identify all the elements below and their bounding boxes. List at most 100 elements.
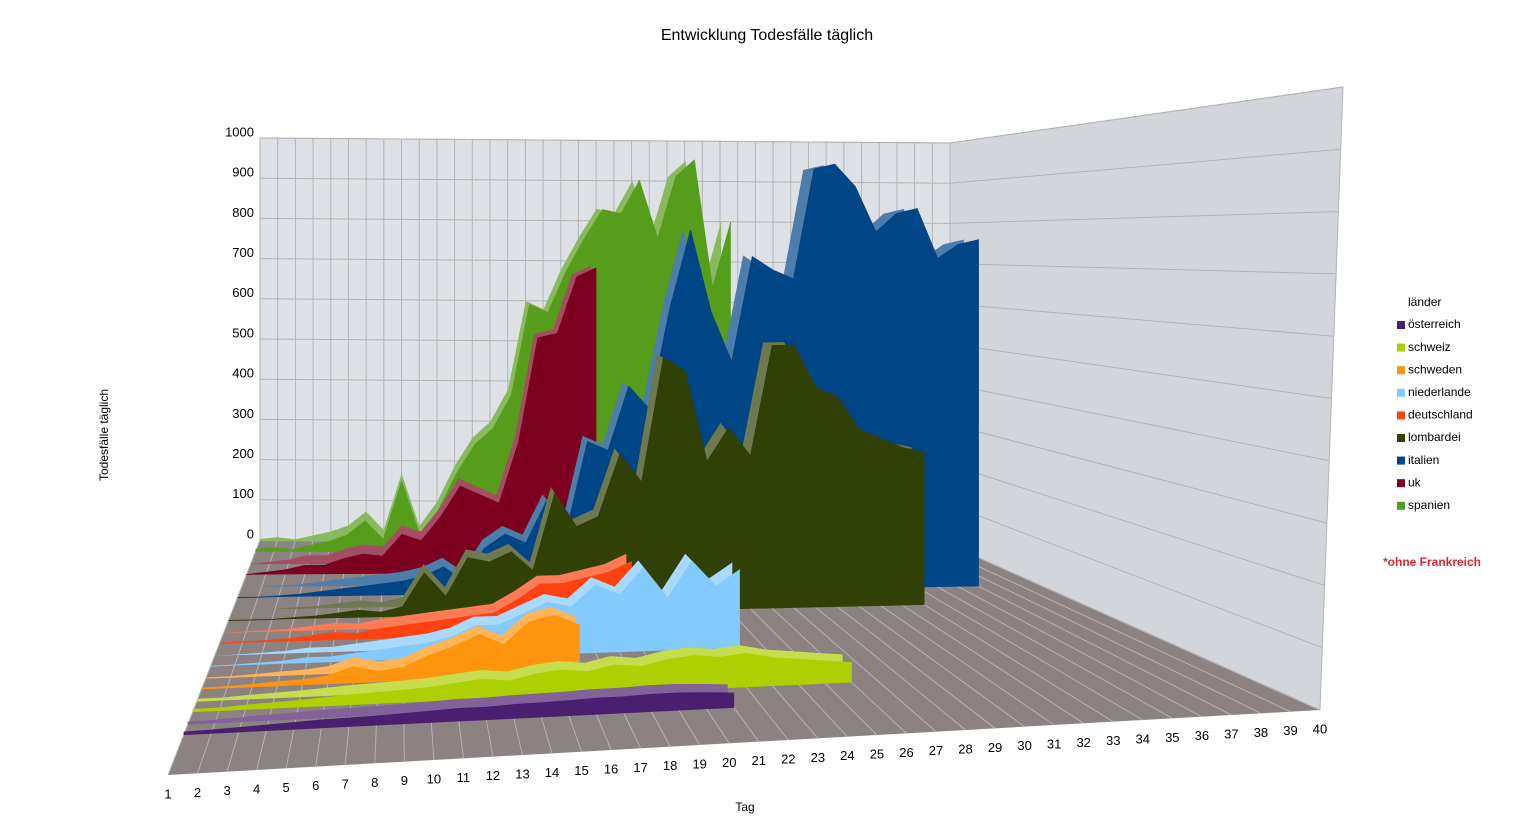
floor-line [285, 540, 332, 769]
legend-swatch [1397, 479, 1405, 488]
y-tick-label: 600 [232, 285, 254, 300]
area-line [201, 614, 580, 689]
grid-line [949, 383, 1330, 462]
area-face [246, 267, 597, 575]
legend-label: spanien [1408, 498, 1450, 512]
floor-line [932, 544, 1291, 713]
x-tick-label: 40 [1313, 721, 1327, 736]
x-tick-label: 25 [870, 746, 884, 761]
area-line [228, 344, 925, 621]
grid-line [949, 504, 1323, 649]
grid-line [259, 137, 951, 144]
y-tick-label: 1000 [225, 124, 254, 139]
area-line [192, 652, 852, 710]
x-tick-label: 6 [312, 778, 319, 793]
x-tick-label: 12 [486, 768, 500, 783]
grid-line [949, 464, 1325, 586]
legend-title: länder [1408, 295, 1441, 309]
x-tick-label: 13 [515, 766, 529, 781]
area-line [255, 159, 732, 551]
grid-line [949, 263, 1337, 275]
x-tick-label: 10 [427, 771, 441, 786]
x-tick-label: 24 [840, 748, 854, 763]
legend-swatch [1397, 321, 1405, 329]
y-tick-label: 0 [247, 526, 254, 541]
y-tick-label: 500 [232, 325, 254, 340]
x-tick-label: 7 [342, 776, 349, 791]
legend-swatch [1397, 456, 1405, 465]
x-tick-label: 32 [1076, 735, 1090, 750]
x-tick-label: 27 [929, 743, 943, 758]
legend-swatch [1397, 343, 1405, 352]
x-tick-label: 5 [283, 780, 290, 795]
legend-swatch [1397, 366, 1405, 375]
grid-line [949, 343, 1332, 399]
legend-swatch [1397, 411, 1405, 420]
x-tick-label: 19 [692, 756, 706, 771]
x-tick-label: 8 [371, 775, 378, 790]
y-tick-label: 700 [232, 245, 254, 260]
x-tick-label: 15 [574, 763, 588, 778]
legend-label: italien [1408, 453, 1439, 467]
x-tick-label: 38 [1254, 725, 1268, 740]
legend-label: österreich [1408, 317, 1461, 331]
x-tick-label: 31 [1047, 736, 1061, 751]
area-line [237, 163, 979, 599]
grid-line [949, 303, 1334, 337]
area-line [246, 267, 597, 576]
y-tick-label: 400 [232, 366, 254, 381]
legend-label: schweiz [1408, 340, 1451, 354]
x-tick-label: 34 [1136, 731, 1150, 746]
x-tick-label: 20 [722, 755, 736, 770]
grid-line [949, 148, 1341, 184]
legend-label: lombardei [1408, 430, 1461, 444]
area-line [183, 692, 735, 733]
legend-swatch [1397, 388, 1405, 397]
area-face [228, 345, 925, 621]
floor-line [949, 544, 1321, 711]
area-line [210, 560, 741, 667]
legend-swatch [1397, 434, 1405, 442]
x-tick-label: 17 [633, 760, 647, 775]
area-face [192, 653, 852, 713]
x-tick-label: 9 [401, 773, 408, 788]
x-tick-label: 37 [1224, 726, 1238, 741]
grid-line [949, 423, 1328, 524]
x-tick-label: 11 [457, 770, 471, 785]
floor-line [197, 539, 279, 774]
grid-line [949, 211, 1339, 224]
legend-swatch [1397, 501, 1405, 510]
y-tick-label: 900 [232, 165, 254, 180]
x-tick-label: 23 [811, 750, 825, 765]
y-tick-label: 300 [232, 406, 254, 421]
area-depth-highlight [187, 684, 728, 725]
x-tick-label: 33 [1106, 733, 1120, 748]
legend-label: deutschland [1408, 408, 1473, 422]
x-tick-label: 18 [663, 758, 677, 773]
x-tick-label: 14 [545, 765, 559, 780]
legend-label: schweden [1408, 362, 1462, 376]
grid-line [949, 86, 1344, 144]
x-tick-label: 29 [988, 740, 1002, 755]
floor-line [226, 540, 296, 772]
x-tick-label: 39 [1283, 723, 1297, 738]
y-tick-label: 200 [232, 446, 254, 461]
floor-line [256, 540, 314, 771]
x-tick-label: 16 [604, 761, 618, 776]
x-tick-label: 36 [1195, 728, 1209, 743]
x-tick-label: 26 [899, 745, 913, 760]
legend-label: niederlande [1408, 385, 1471, 399]
area-face [183, 692, 735, 736]
area-line [219, 561, 633, 644]
x-tick-label: 28 [958, 741, 972, 756]
floor-line [167, 539, 261, 776]
x-tick-label: 22 [781, 751, 795, 766]
floor-line [315, 540, 349, 767]
y-axis-label: Todesfälle täglich [97, 389, 111, 481]
chart-title: Entwicklung Todesfälle täglich [661, 27, 873, 44]
x-tick-label: 21 [752, 753, 766, 768]
note: *ohne Frankreich [1383, 555, 1481, 569]
x-tick-label: 2 [194, 785, 201, 800]
